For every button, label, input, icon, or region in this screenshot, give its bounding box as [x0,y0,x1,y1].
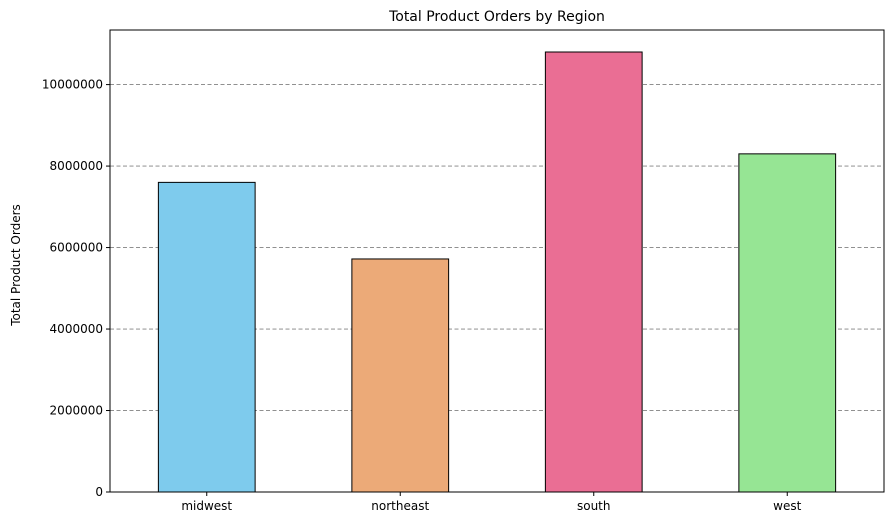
plot-frame [109,29,885,493]
chart-title: Total Product Orders by Region [388,9,605,25]
y-tick-label: 4000000 [50,322,103,336]
bars [157,51,837,493]
bar-west [738,153,837,493]
y-tick-label: 8000000 [50,159,103,173]
y-ticks: 0 2000000 4000000 6000000 8000000 10000000 [42,78,110,499]
axes [109,29,885,493]
y-tick-label: 0 [95,485,103,499]
y-axis-label: Total Product Orders [9,204,23,327]
x-tick-label: midwest [181,499,232,513]
x-tick-label: northeast [371,499,429,513]
x-tick-label: west [773,499,801,513]
y-tick-label: 10000000 [42,78,103,92]
y-tick-label: 6000000 [50,241,103,255]
bar-south [544,51,643,493]
x-ticks: midwest northeast south west [181,492,802,513]
bar-midwest [157,181,256,493]
bar-northeast [351,258,450,493]
y-tick-label: 2000000 [50,404,103,418]
x-tick-label: south [577,499,611,513]
